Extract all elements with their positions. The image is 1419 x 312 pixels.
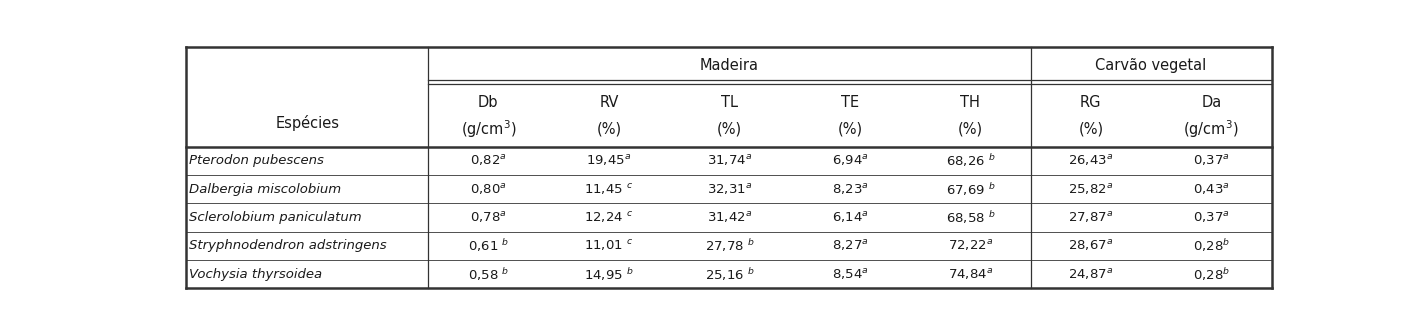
Text: Sclerolobium paniculatum: Sclerolobium paniculatum	[190, 211, 362, 224]
Text: (%): (%)	[596, 121, 622, 136]
Text: (%): (%)	[837, 121, 863, 136]
Text: 8,23$^a$: 8,23$^a$	[832, 182, 868, 197]
Text: RG: RG	[1080, 95, 1101, 110]
Text: 27,87$^a$: 27,87$^a$	[1069, 210, 1114, 225]
Text: 0,43$^a$: 0,43$^a$	[1193, 182, 1230, 197]
Text: 6,14$^a$: 6,14$^a$	[832, 210, 868, 225]
Text: Dalbergia miscolobium: Dalbergia miscolobium	[190, 183, 342, 196]
Text: TH: TH	[961, 95, 981, 110]
Text: 8,54$^a$: 8,54$^a$	[832, 267, 868, 282]
Text: 11,45 $^c$: 11,45 $^c$	[585, 182, 633, 197]
Text: 0,61 $^b$: 0,61 $^b$	[468, 237, 509, 254]
Text: 12,24 $^c$: 12,24 $^c$	[585, 210, 633, 225]
Text: 68,58 $^b$: 68,58 $^b$	[945, 209, 995, 226]
Text: TE: TE	[841, 95, 858, 110]
Text: 31,42$^a$: 31,42$^a$	[707, 210, 752, 225]
Text: Espécies: Espécies	[275, 115, 339, 131]
Text: 0,82$^a$: 0,82$^a$	[470, 154, 507, 168]
Text: (%): (%)	[717, 121, 742, 136]
Text: 8,27$^a$: 8,27$^a$	[832, 238, 868, 253]
Text: 0,37$^a$: 0,37$^a$	[1193, 210, 1230, 225]
Text: 0,78$^a$: 0,78$^a$	[470, 210, 507, 225]
Text: Carvão vegetal: Carvão vegetal	[1095, 58, 1206, 73]
Text: (%): (%)	[1078, 121, 1104, 136]
Text: 0,28$^b$: 0,28$^b$	[1193, 266, 1230, 283]
Text: 0,58 $^b$: 0,58 $^b$	[468, 266, 509, 283]
Text: 19,45$^a$: 19,45$^a$	[586, 154, 631, 168]
Text: 25,82$^a$: 25,82$^a$	[1069, 182, 1114, 197]
Text: 25,16 $^b$: 25,16 $^b$	[704, 266, 755, 283]
Text: 0,37$^a$: 0,37$^a$	[1193, 154, 1230, 168]
Text: 31,74$^a$: 31,74$^a$	[707, 154, 752, 168]
Text: 11,01 $^c$: 11,01 $^c$	[585, 238, 633, 253]
Text: Vochysia thyrsoidea: Vochysia thyrsoidea	[190, 268, 322, 281]
Text: 72,22$^a$: 72,22$^a$	[948, 238, 993, 253]
Text: 28,67$^a$: 28,67$^a$	[1069, 238, 1114, 253]
Text: (g/cm$^3$): (g/cm$^3$)	[461, 118, 517, 139]
Text: Stryphnodendron adstringens: Stryphnodendron adstringens	[190, 240, 387, 252]
Text: 32,31$^a$: 32,31$^a$	[707, 182, 752, 197]
Text: RV: RV	[599, 95, 619, 110]
Text: Madeira: Madeira	[700, 58, 759, 73]
Text: 24,87$^a$: 24,87$^a$	[1069, 267, 1114, 282]
Text: 67,69 $^b$: 67,69 $^b$	[945, 181, 995, 198]
Text: 26,43$^a$: 26,43$^a$	[1069, 154, 1114, 168]
Text: 68,26 $^b$: 68,26 $^b$	[945, 153, 995, 169]
Text: 6,94$^a$: 6,94$^a$	[832, 154, 868, 168]
Text: Pterodon pubescens: Pterodon pubescens	[190, 154, 325, 168]
Text: 14,95 $^b$: 14,95 $^b$	[585, 266, 634, 283]
Text: Da: Da	[1202, 95, 1222, 110]
Text: TL: TL	[721, 95, 738, 110]
Text: (%): (%)	[958, 121, 983, 136]
Text: 74,84$^a$: 74,84$^a$	[948, 267, 993, 282]
Text: 27,78 $^b$: 27,78 $^b$	[704, 237, 755, 254]
Text: Db: Db	[478, 95, 498, 110]
Text: 0,28$^b$: 0,28$^b$	[1193, 237, 1230, 254]
Text: 0,80$^a$: 0,80$^a$	[470, 182, 507, 197]
Text: (g/cm$^3$): (g/cm$^3$)	[1183, 118, 1239, 139]
